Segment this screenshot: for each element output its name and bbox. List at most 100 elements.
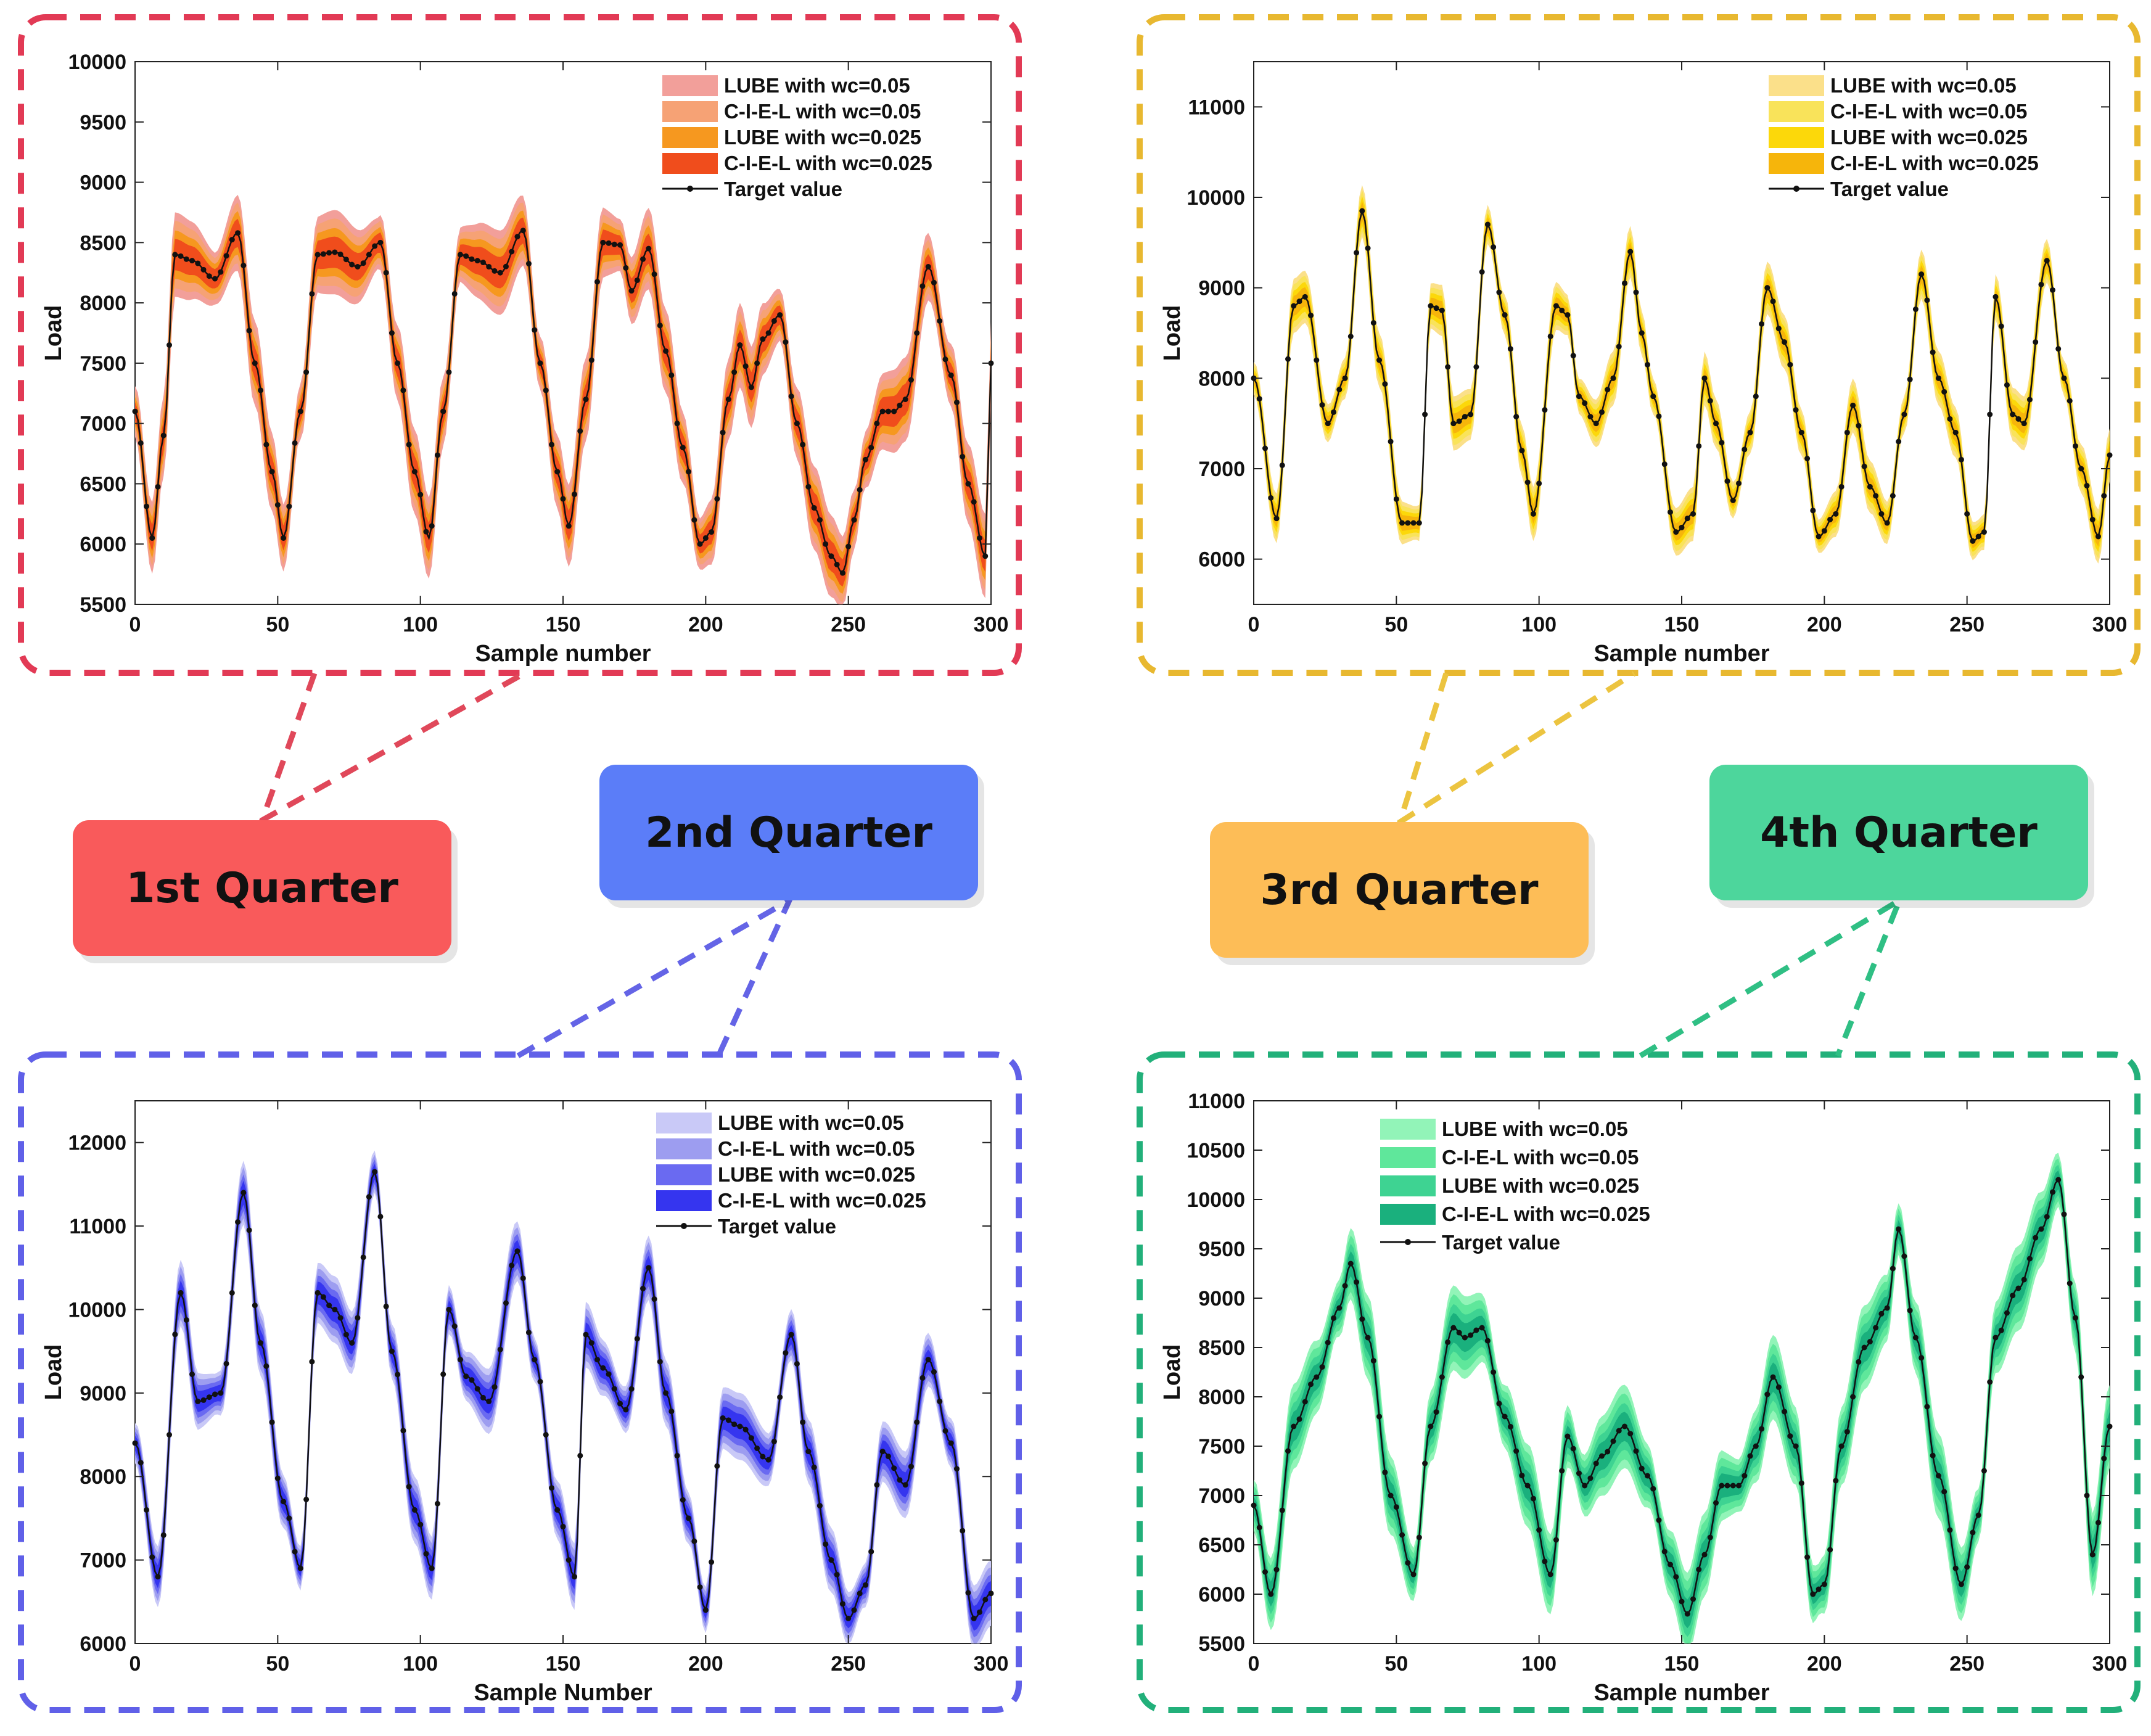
target-point bbox=[434, 1500, 440, 1507]
connector-q3 bbox=[1395, 671, 1636, 829]
target-point bbox=[646, 245, 652, 252]
target-point bbox=[411, 469, 417, 475]
target-point bbox=[2107, 1423, 2113, 1430]
target-point bbox=[372, 243, 378, 249]
target-point bbox=[417, 492, 424, 498]
target-point bbox=[1565, 312, 1571, 318]
target-point bbox=[229, 237, 235, 243]
target-point bbox=[1919, 271, 1925, 278]
chart-q1: 0 50 100 150 200 250 300 5500 6000 6500 7000 7500 80… bbox=[41, 51, 1008, 667]
target-point bbox=[2089, 517, 2095, 522]
target-point bbox=[1256, 1524, 1262, 1531]
x-tick-label: 250 bbox=[831, 1652, 866, 1676]
target-point bbox=[178, 1290, 184, 1296]
target-point bbox=[1707, 1534, 1713, 1541]
target-point bbox=[258, 1340, 264, 1346]
target-point bbox=[463, 253, 469, 259]
target-point bbox=[971, 499, 977, 505]
y-tick-label: 6000 bbox=[1198, 1583, 1245, 1606]
target-point bbox=[634, 277, 640, 283]
target-point bbox=[1405, 520, 1411, 526]
target-point bbox=[788, 393, 794, 400]
target-point bbox=[594, 1357, 601, 1363]
target-point bbox=[1616, 1428, 1622, 1434]
target-point bbox=[1627, 1431, 1634, 1437]
target-point bbox=[1644, 361, 1650, 368]
target-point bbox=[2084, 1492, 2090, 1499]
y-tick-label: 11000 bbox=[1188, 1090, 1245, 1113]
target-point bbox=[1747, 1453, 1753, 1459]
legend-swatch-1 bbox=[662, 75, 718, 96]
target-point bbox=[1850, 1394, 1856, 1400]
target-point bbox=[532, 327, 538, 333]
target-point bbox=[891, 1465, 897, 1471]
y-tick-label: 10000 bbox=[68, 1298, 126, 1322]
target-point bbox=[1993, 294, 1999, 300]
quarter-label-1: 1st Quarter bbox=[73, 820, 451, 956]
target-point bbox=[828, 1557, 834, 1563]
target-point bbox=[948, 372, 954, 378]
x-tick-label: 300 bbox=[2092, 613, 2128, 636]
target-point bbox=[149, 535, 155, 541]
target-point bbox=[1422, 1460, 1428, 1467]
target-point bbox=[206, 273, 212, 279]
target-point bbox=[1473, 364, 1479, 370]
legend-label-3: LUBE with wc=0.025 bbox=[1830, 126, 2028, 149]
target-point bbox=[965, 1590, 971, 1596]
target-point bbox=[2021, 1277, 2027, 1283]
target-point bbox=[588, 1340, 594, 1346]
target-point bbox=[1565, 1433, 1571, 1439]
target-point bbox=[1496, 1401, 1502, 1407]
target-point bbox=[132, 408, 138, 414]
y-tick-label: 7000 bbox=[80, 1549, 126, 1573]
target-point bbox=[269, 469, 275, 475]
target-point bbox=[474, 1386, 480, 1392]
target-point bbox=[548, 1485, 554, 1491]
target-point bbox=[834, 1571, 840, 1578]
target-point bbox=[269, 1419, 275, 1425]
target-point bbox=[2095, 1520, 2101, 1526]
target-point bbox=[2015, 1285, 2021, 1291]
target-point bbox=[771, 318, 777, 324]
target-point bbox=[788, 1331, 794, 1338]
x-tick-label: 200 bbox=[688, 613, 723, 636]
y-tick-label: 6000 bbox=[80, 533, 126, 556]
target-point bbox=[2067, 1280, 2073, 1286]
target-point bbox=[2004, 382, 2010, 388]
target-point bbox=[731, 369, 738, 376]
target-point bbox=[1256, 396, 1262, 402]
target-point bbox=[440, 408, 446, 414]
legend-label-3: LUBE with wc=0.025 bbox=[724, 126, 921, 149]
target-point bbox=[680, 1497, 686, 1503]
target-point bbox=[446, 369, 452, 376]
target-point bbox=[520, 228, 526, 234]
target-point bbox=[748, 384, 754, 390]
target-point bbox=[411, 1507, 417, 1513]
legend-label-3: LUBE with wc=0.025 bbox=[718, 1163, 915, 1186]
target-point bbox=[1393, 1504, 1399, 1510]
target-point bbox=[1399, 1532, 1405, 1538]
target-point bbox=[417, 1521, 424, 1528]
target-point bbox=[1924, 1404, 1930, 1410]
target-point bbox=[1964, 511, 1970, 517]
target-point bbox=[1262, 1569, 1269, 1575]
legend-swatch-1 bbox=[656, 1113, 712, 1133]
target-point bbox=[315, 252, 321, 258]
target-point bbox=[235, 230, 241, 236]
target-point bbox=[332, 249, 338, 255]
target-point bbox=[491, 1384, 498, 1390]
target-point bbox=[1354, 250, 1360, 256]
target-point bbox=[1952, 429, 1959, 435]
target-point bbox=[583, 397, 589, 403]
target-point bbox=[1821, 528, 1827, 534]
target-point bbox=[988, 1590, 994, 1597]
target-point bbox=[389, 330, 395, 336]
target-point bbox=[748, 1435, 754, 1441]
y-tick-label: 12000 bbox=[68, 1132, 126, 1155]
target-point bbox=[178, 253, 184, 259]
target-point bbox=[1987, 411, 1993, 418]
target-point bbox=[1650, 1486, 1656, 1492]
target-point bbox=[628, 1386, 635, 1392]
target-point bbox=[1513, 414, 1520, 420]
target-point bbox=[1559, 307, 1565, 313]
